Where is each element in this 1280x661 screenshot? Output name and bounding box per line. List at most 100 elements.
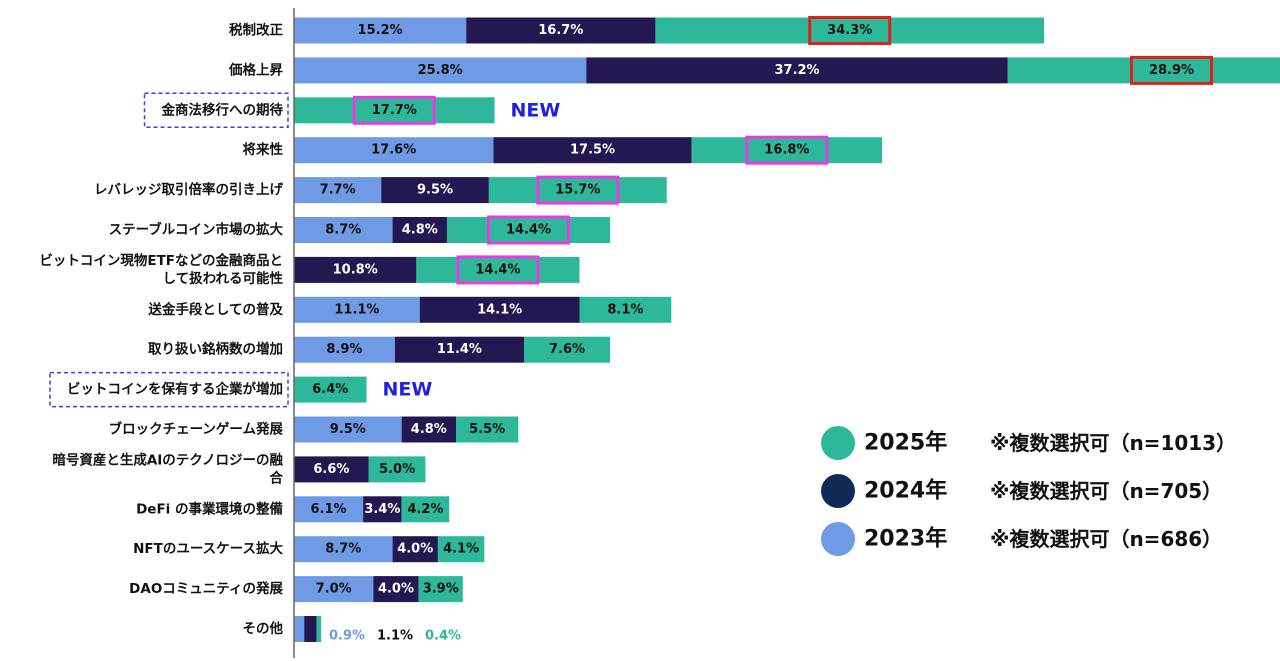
bar-segment [579, 296, 672, 323]
category-label: 金商法移行への期待 [161, 101, 284, 118]
data-label: 8.9% [326, 342, 362, 357]
bar-segment [466, 17, 656, 44]
bar-segment [294, 496, 364, 523]
data-label: 17.6% [371, 143, 416, 158]
bar-segment [294, 137, 494, 164]
data-label: 1.1% [377, 629, 413, 644]
data-label: 4.8% [402, 223, 438, 238]
bar-segment [294, 97, 495, 124]
bar-segment [381, 177, 489, 204]
data-label: 8.7% [325, 223, 361, 238]
data-label: 14.1% [477, 302, 522, 317]
category-label: 送金手段としての普及 [147, 301, 283, 318]
highlight-box-red [1130, 55, 1214, 85]
bar-segment [523, 336, 611, 363]
category-label: ビットコイン現物ETFなどの金融商品と [39, 252, 283, 269]
data-label: 15.2% [358, 23, 403, 38]
new-tag: NEW [511, 99, 561, 121]
new-category-frame [49, 371, 289, 408]
new-tag: NEW [383, 379, 433, 401]
bar-segment [294, 576, 374, 603]
data-label: 8.7% [325, 542, 361, 557]
bar-segment [437, 536, 485, 563]
highlight-box-magenta [536, 175, 620, 205]
bar-segment [392, 217, 447, 243]
data-label: 34.3% [827, 23, 872, 38]
bar-segment [294, 296, 420, 323]
data-label: 9.5% [330, 422, 366, 437]
category-label: 将来性 [243, 141, 284, 158]
data-label: 16.8% [764, 143, 809, 158]
bar-segment [304, 616, 317, 642]
data-label: 16.7% [538, 23, 583, 38]
data-label: 4.0% [378, 582, 414, 597]
data-label: 5.0% [379, 462, 415, 477]
data-label: 25.8% [418, 63, 463, 78]
category-label: ビットコインを保有する企業が増加 [67, 381, 283, 398]
bar-segment [368, 456, 426, 483]
bar-segment [316, 616, 322, 642]
bar-segment [401, 496, 450, 523]
bar-segment [294, 256, 417, 283]
highlight-box-magenta [745, 135, 829, 165]
highlight-box-red [808, 16, 892, 45]
bar-segment [373, 576, 419, 603]
bar-segment [691, 137, 883, 164]
data-label: 3.9% [423, 582, 459, 597]
category-label: 取り扱い銘柄数の増加 [148, 341, 283, 358]
bar-segment [294, 336, 395, 363]
bar-segment [363, 496, 402, 523]
data-label: 14.4% [506, 223, 551, 238]
bar-segment [392, 536, 438, 563]
category-label: レバレッジ取引倍率の引き上げ [94, 181, 283, 198]
legend-note: ※複数選択可（n=686） [990, 527, 1222, 551]
data-label: 4.1% [443, 542, 479, 557]
data-label: 0.4% [425, 629, 461, 644]
bar-segment [294, 17, 467, 44]
highlight-box-magenta [456, 255, 540, 285]
bar-segment [294, 177, 382, 204]
data-label: 6.6% [313, 462, 349, 477]
category-label: DAOコミュニティの発展 [129, 580, 283, 597]
category-label: して扱われる可能性 [163, 270, 284, 287]
bar-segment [456, 416, 519, 443]
bar-segment [394, 336, 524, 363]
category-label: NFTのユースケース拡大 [133, 540, 283, 557]
data-label: 8.1% [607, 302, 643, 317]
data-label: 4.8% [411, 422, 447, 437]
legend-note: ※複数選択可（n=1013） [990, 431, 1236, 455]
data-label: 6.1% [311, 502, 347, 517]
data-label: 4.0% [397, 542, 433, 557]
data-label: 6.4% [312, 382, 348, 397]
bar-segment [401, 416, 457, 443]
category-label: 合 [270, 469, 284, 486]
data-label: 4.2% [407, 502, 443, 517]
data-label: 5.5% [469, 422, 505, 437]
highlight-box-magenta [487, 215, 571, 245]
legend-label: 2023年 [864, 526, 947, 552]
category-label: ブロックチェーンゲーム発展 [109, 421, 284, 438]
bar-segment [419, 296, 580, 323]
data-label: 37.2% [774, 63, 819, 78]
data-label: 10.8% [333, 262, 378, 277]
data-label: 11.4% [437, 342, 482, 357]
category-label: 価格上昇 [228, 61, 283, 78]
new-category-frame [143, 92, 289, 129]
legend-note: ※複数選択可（n=705） [990, 479, 1222, 503]
bar-segment [488, 177, 667, 204]
data-label: 7.7% [320, 183, 356, 198]
data-label: 0.9% [329, 629, 365, 644]
bar-segment [294, 456, 369, 483]
legend-swatch [821, 474, 855, 508]
bar-segment [655, 17, 1045, 44]
bar-segment [586, 57, 1008, 84]
bar-segment [294, 217, 393, 243]
legend-label: 2024年 [864, 478, 947, 504]
category-label: ステーブルコイン市場の拡大 [109, 221, 284, 238]
bar-segment [294, 616, 305, 642]
bar-segment [294, 376, 367, 403]
data-label: 7.6% [549, 342, 585, 357]
bar-segment [446, 217, 611, 243]
data-label: 15.7% [555, 183, 600, 198]
category-label: 暗号資産と生成AIのテクノロジーの融 [52, 451, 283, 468]
